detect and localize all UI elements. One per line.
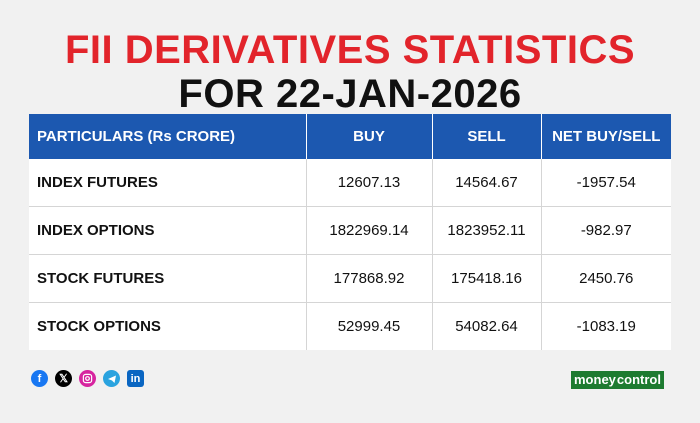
net-value: -1083.19 bbox=[541, 302, 671, 350]
title-line-2: FOR 22-JAN-2026 bbox=[178, 72, 522, 116]
sell-value: 54082.64 bbox=[432, 302, 542, 350]
social-links: f 𝕏 in bbox=[31, 370, 144, 387]
linkedin-icon[interactable]: in bbox=[127, 370, 144, 387]
brand-part-2: control bbox=[616, 371, 664, 389]
net-value: -1957.54 bbox=[541, 159, 671, 207]
moneycontrol-logo: money control bbox=[571, 371, 664, 389]
row-label: INDEX FUTURES bbox=[29, 159, 307, 207]
header-particulars: PARTICULARS (Rs CRORE) bbox=[29, 114, 307, 159]
header-sell: SELL bbox=[432, 114, 542, 159]
sell-value: 175418.16 bbox=[432, 254, 542, 303]
facebook-icon[interactable]: f bbox=[31, 370, 48, 387]
x-icon[interactable]: 𝕏 bbox=[55, 370, 72, 387]
title-line-1: FII DERIVATIVES STATISTICS bbox=[64, 28, 636, 72]
header-buy: BUY bbox=[306, 114, 433, 159]
row-label: STOCK FUTURES bbox=[29, 254, 307, 303]
buy-value: 52999.45 bbox=[306, 302, 433, 350]
table-row: INDEX FUTURES 12607.13 14564.67 -1957.54 bbox=[29, 159, 671, 207]
table-header-row: PARTICULARS (Rs CRORE) BUY SELL NET BUY/… bbox=[29, 114, 671, 159]
net-value: 2450.76 bbox=[541, 254, 671, 303]
brand-part-1: money bbox=[571, 371, 617, 389]
sell-value: 1823952.11 bbox=[432, 206, 542, 255]
buy-value: 177868.92 bbox=[306, 254, 433, 303]
telegram-icon[interactable] bbox=[103, 370, 120, 387]
table-row: STOCK FUTURES 177868.92 175418.16 2450.7… bbox=[29, 254, 671, 303]
row-label: INDEX OPTIONS bbox=[29, 206, 307, 255]
row-label: STOCK OPTIONS bbox=[29, 302, 307, 350]
buy-value: 1822969.14 bbox=[306, 206, 433, 255]
net-value: -982.97 bbox=[541, 206, 671, 255]
buy-value: 12607.13 bbox=[306, 159, 433, 207]
table-row: INDEX OPTIONS 1822969.14 1823952.11 -982… bbox=[29, 206, 671, 255]
fii-derivatives-table: PARTICULARS (Rs CRORE) BUY SELL NET BUY/… bbox=[29, 114, 671, 350]
table-row: STOCK OPTIONS 52999.45 54082.64 -1083.19 bbox=[29, 302, 671, 350]
sell-value: 14564.67 bbox=[432, 159, 542, 207]
header-net: NET BUY/SELL bbox=[541, 114, 671, 159]
instagram-icon[interactable] bbox=[79, 370, 96, 387]
